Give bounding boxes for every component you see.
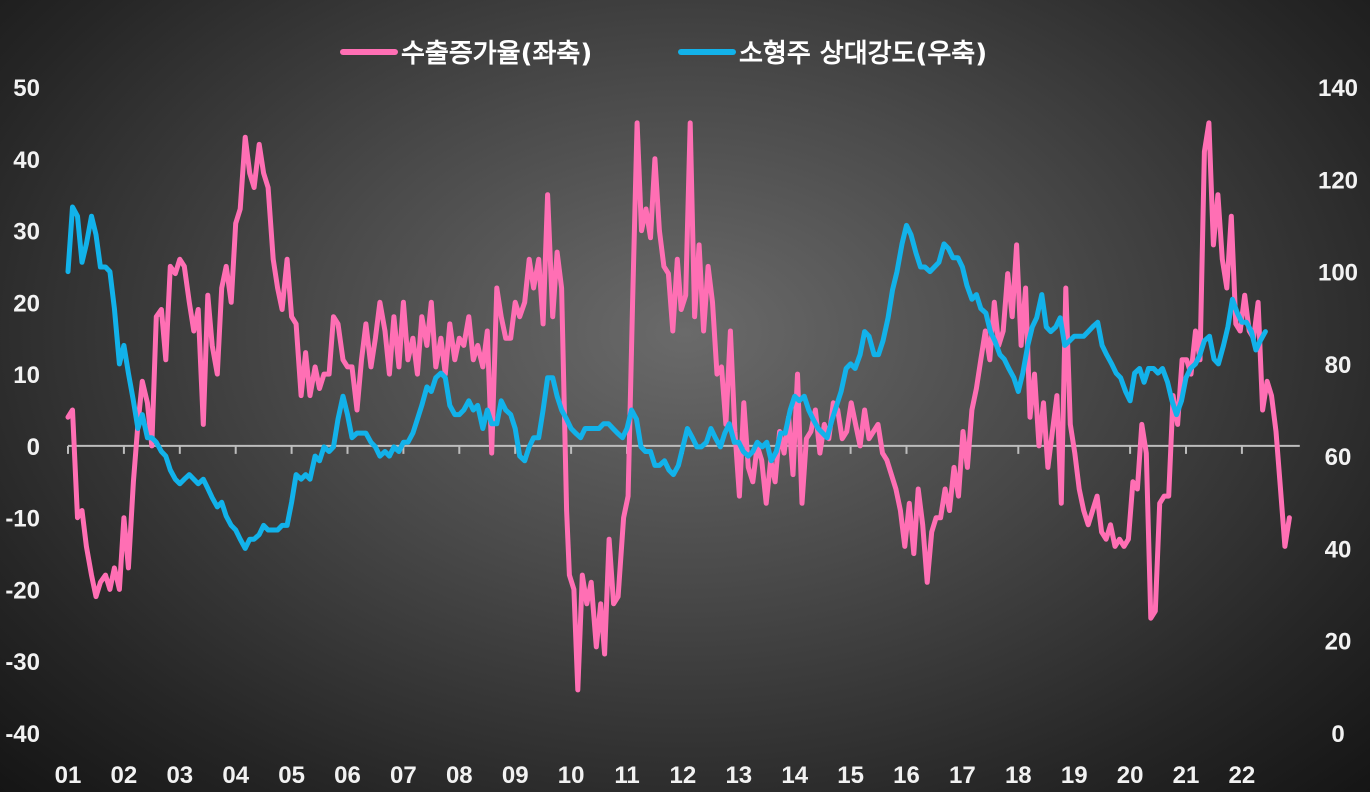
right-tick-label: 0 (1331, 721, 1344, 748)
x-tick-label: 01 (55, 762, 82, 789)
x-tick-label: 14 (781, 762, 808, 789)
left-tick-label: 50 (13, 75, 40, 102)
chart-legend: 수출증가율(좌축) 소형주 상대강도(우축) (340, 39, 987, 69)
left-tick-label: 30 (13, 219, 40, 246)
x-tick-label: 04 (222, 762, 249, 789)
export-growth-line (65, 120, 1292, 693)
right-tick-label: 60 (1325, 444, 1352, 471)
x-tick-label: 02 (111, 762, 138, 789)
x-tick-label: 17 (949, 762, 976, 789)
right-tick-label: 120 (1318, 167, 1358, 194)
left-tick-label: 20 (13, 290, 40, 317)
x-tick-label: 08 (446, 762, 473, 789)
left-tick-label: -30 (5, 649, 40, 676)
x-tick-label: 06 (334, 762, 361, 789)
left-tick-label: 0 (27, 434, 40, 461)
x-tick-label: 09 (502, 762, 529, 789)
x-tick-label: 11 (614, 762, 639, 789)
x-tick-label: 12 (670, 762, 697, 789)
chart-axes: 01 02 03 04 05 06 07 08 09 10 11 12 13 14 15 16 17 18 19 20… (5, 75, 1358, 789)
series-layer (65, 120, 1292, 693)
right-tick-label: 80 (1325, 352, 1352, 379)
x-tick-label: 13 (725, 762, 752, 789)
left-tick-label: -10 (5, 506, 40, 533)
x-tick-label: 19 (1061, 762, 1088, 789)
x-tick-label: 05 (278, 762, 305, 789)
x-tick-label: 07 (390, 762, 417, 789)
smallcap-strength-line (65, 204, 1268, 551)
x-tick-label: 20 (1117, 762, 1144, 789)
x-tick-label: 15 (837, 762, 864, 789)
x-tick-label: 21 (1173, 762, 1200, 789)
left-tick-label: -20 (5, 577, 40, 604)
left-tick-label: 10 (13, 362, 40, 389)
legend-label-export-growth: 수출증가율(좌축) (401, 39, 592, 69)
x-tick-label: 22 (1229, 762, 1256, 789)
x-tick-label: 16 (893, 762, 920, 789)
right-tick-label: 20 (1325, 629, 1352, 656)
right-tick-label: 40 (1325, 536, 1352, 563)
x-tick-label: 18 (1005, 762, 1032, 789)
left-tick-label: 40 (13, 147, 40, 174)
right-tick-label: 100 (1318, 260, 1358, 287)
x-tick-label: 10 (558, 762, 585, 789)
legend-label-smallcap-strength: 소형주 상대강도(우축) (739, 39, 987, 69)
right-tick-label: 140 (1318, 75, 1358, 102)
left-tick-label: -40 (5, 721, 40, 748)
x-tick-label: 03 (166, 762, 193, 789)
